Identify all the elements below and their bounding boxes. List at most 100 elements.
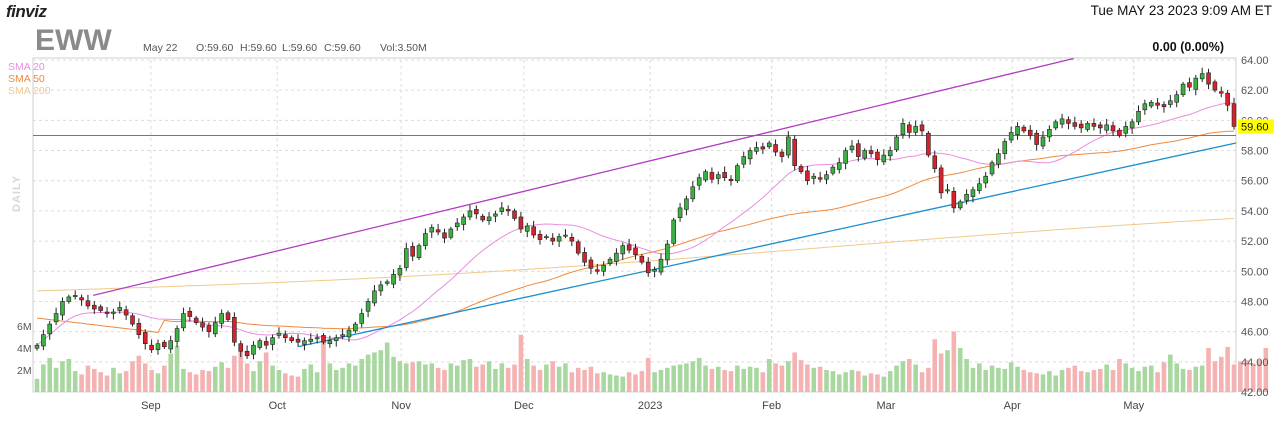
candlestick — [926, 130, 931, 158]
candlestick — [187, 307, 193, 322]
candlestick — [72, 290, 78, 300]
sma-lines — [36, 102, 1235, 346]
candle-body — [378, 284, 384, 292]
volume-bar — [575, 367, 581, 392]
candle-body — [964, 194, 969, 201]
candle-body — [244, 350, 250, 357]
candlestick — [512, 208, 517, 221]
volume-bar — [346, 363, 352, 392]
candlestick — [174, 325, 180, 348]
finviz-logo[interactable]: finviz — [6, 2, 47, 21]
candle-body — [690, 186, 696, 200]
volume-bar — [429, 363, 435, 392]
candle-body — [1078, 123, 1084, 129]
trendlines — [33, 57, 1237, 348]
candlestick — [900, 118, 906, 139]
candle-body — [461, 216, 466, 225]
candle-body — [970, 189, 976, 197]
candlestick — [970, 186, 976, 203]
y-axis-labels: 64.0062.0060.0058.0056.0054.0052.0050.00… — [1241, 55, 1269, 399]
volume-bar — [1231, 364, 1237, 392]
candle-body — [747, 150, 753, 160]
candlestick — [875, 148, 880, 166]
volume-bar — [607, 374, 613, 392]
candle-body — [34, 344, 40, 349]
volume-bar — [728, 371, 734, 392]
candle-body — [454, 222, 460, 228]
candle-body — [1027, 129, 1033, 136]
candle-body — [251, 344, 256, 355]
candlestick — [1034, 130, 1039, 151]
candle-body — [817, 177, 823, 180]
volume-bar — [72, 371, 78, 392]
candle-body — [1098, 124, 1103, 129]
candle-body — [563, 234, 568, 237]
candlestick — [480, 213, 485, 223]
candlestick — [1059, 113, 1065, 129]
volume-bar — [193, 374, 199, 392]
candle-body — [626, 244, 632, 251]
candlestick — [181, 307, 186, 332]
volume-bar — [639, 371, 645, 392]
candle-body — [123, 309, 129, 316]
volume-bar — [531, 365, 536, 392]
candlestick — [92, 301, 97, 314]
volume-bar — [212, 366, 218, 392]
candle-body — [404, 248, 409, 268]
candlestick — [295, 334, 301, 347]
volume-bar — [1053, 375, 1059, 392]
volume-bar — [868, 373, 874, 392]
volume-bar — [798, 360, 804, 392]
candlestick — [1142, 99, 1148, 115]
candle-body — [932, 155, 938, 169]
volume-bar — [754, 367, 759, 392]
candlestick — [671, 217, 676, 246]
candle-body — [1034, 132, 1039, 145]
volume-bar — [295, 376, 301, 392]
volume-bar — [1123, 363, 1129, 392]
candlestick — [1187, 77, 1192, 92]
candle-body — [327, 340, 333, 345]
candlestick — [773, 139, 778, 157]
candlestick — [289, 335, 294, 343]
volume-bar — [595, 373, 600, 392]
volume-bar — [824, 370, 829, 392]
candle-body — [1066, 119, 1071, 124]
volume-bar — [1015, 366, 1020, 392]
candle-body — [1193, 77, 1199, 90]
candle-body — [283, 334, 288, 338]
volume-bar — [747, 366, 753, 392]
candlestick — [1008, 126, 1014, 144]
volume-bar — [709, 368, 715, 392]
candle-body — [302, 340, 307, 345]
candle-body — [391, 273, 396, 285]
candle-body — [1110, 125, 1116, 132]
x-tick-label: Apr — [1004, 400, 1021, 412]
candle-body — [410, 246, 415, 257]
candle-body — [639, 255, 645, 263]
candlestick — [907, 121, 912, 139]
volume-bar — [403, 363, 409, 392]
candle-body — [104, 311, 110, 314]
candlestick — [1040, 131, 1046, 150]
candlestick — [391, 269, 396, 289]
candle-body — [741, 156, 747, 165]
candle-body — [155, 343, 161, 351]
candlestick — [34, 342, 40, 351]
volume-bar — [556, 366, 562, 392]
candlestick — [709, 167, 715, 184]
volume-bar — [913, 364, 918, 392]
candle-body — [225, 312, 231, 320]
candlestick — [308, 333, 314, 345]
candle-body — [881, 154, 887, 163]
volume-bar — [1257, 360, 1262, 392]
candlestick — [1078, 120, 1084, 133]
ohlc-open: O:59.60 — [196, 42, 234, 54]
candlestick — [1199, 67, 1205, 83]
candlestick — [283, 330, 288, 343]
candle-body — [295, 338, 301, 343]
candlestick — [467, 205, 473, 221]
volume-bar — [174, 345, 180, 392]
candlestick — [1066, 116, 1071, 130]
candle-body — [665, 243, 670, 261]
